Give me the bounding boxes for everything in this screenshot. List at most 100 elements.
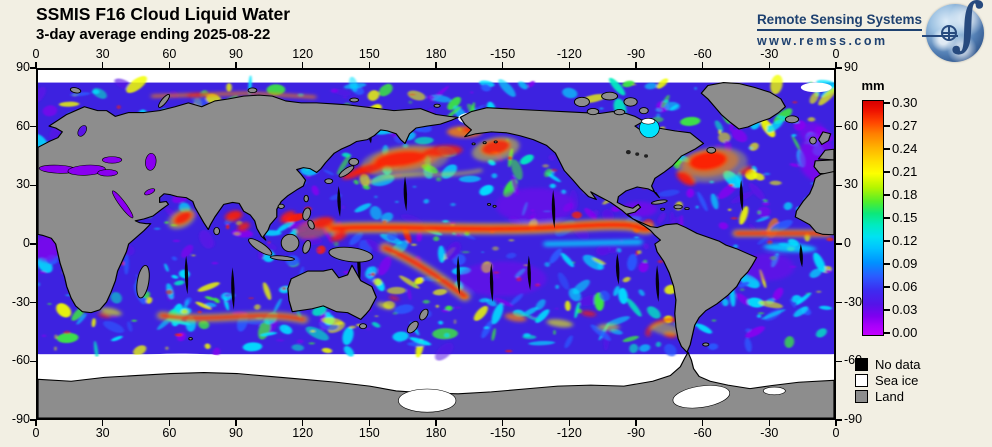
x-tick-label-bottom: 60 <box>162 426 177 440</box>
x-tick-top <box>368 62 371 68</box>
page-subtitle: 3-day average ending 2025-08-22 <box>36 26 271 43</box>
x-tick-bottom <box>501 420 504 426</box>
y-tick-right <box>836 360 842 363</box>
colorbar-units-label: mm <box>861 78 885 93</box>
colorbar <box>862 100 884 336</box>
y-tick-label-right: 0 <box>844 236 851 250</box>
y-tick-right <box>836 243 842 245</box>
y-tick-label-left: 60 <box>16 118 30 133</box>
x-tick-bottom <box>301 420 304 426</box>
y-tick-left <box>30 243 36 245</box>
x-tick-label-top: -90 <box>626 47 646 61</box>
integral-icon: ∫ <box>951 0 985 58</box>
map-legend: No data Sea ice Land <box>855 356 921 404</box>
x-tick-label-bottom: 0 <box>32 426 40 440</box>
legend-swatch-icon <box>855 357 868 371</box>
colorbar-tick-label: 0.03 <box>892 302 918 317</box>
map-frame <box>36 68 836 420</box>
x-tick-label-top: 180 <box>425 47 447 61</box>
earth-globe-logo-icon: ∫ <box>926 0 985 62</box>
x-tick-bottom <box>35 420 37 426</box>
colorbar-tick-label: 0.09 <box>892 256 918 271</box>
x-tick-bottom <box>635 420 637 426</box>
colorbar-tick <box>884 332 890 334</box>
x-tick-label-bottom: 0 <box>832 426 840 440</box>
legend-swatch-icon <box>855 389 868 403</box>
x-tick-label-top: 120 <box>292 47 314 61</box>
colorbar-tick <box>884 148 890 150</box>
x-tick-label-bottom: -150 <box>490 426 516 440</box>
colorbar-tick-label: 0.00 <box>892 325 918 340</box>
x-tick-top <box>101 62 104 68</box>
colorbar-tick <box>884 125 890 127</box>
y-tick-right <box>836 125 842 128</box>
x-tick-top <box>835 62 837 68</box>
legend-label: Land <box>875 388 904 404</box>
x-tick-bottom <box>435 420 437 426</box>
x-tick-label-top: 0 <box>832 47 840 61</box>
x-tick-label-bottom: -90 <box>626 426 646 440</box>
colorbar-tick-label: 0.15 <box>892 210 918 225</box>
x-tick-bottom <box>368 420 371 426</box>
x-tick-top <box>701 62 704 68</box>
x-tick-top <box>635 62 637 68</box>
y-tick-label-left: -30 <box>11 294 30 309</box>
x-tick-top <box>568 62 571 68</box>
y-tick-left <box>30 125 36 128</box>
x-tick-top <box>35 62 37 68</box>
legend-row: Sea ice <box>855 372 921 388</box>
colorbar-tick-label: 0.12 <box>892 233 918 248</box>
colorbar-tick <box>884 194 890 196</box>
x-tick-top <box>301 62 304 68</box>
x-tick-label-bottom: -30 <box>760 426 779 440</box>
colorbar-tick <box>884 286 890 288</box>
x-tick-top <box>768 62 771 68</box>
x-tick-label-bottom: 150 <box>358 426 380 440</box>
x-tick-label-top: -60 <box>693 47 712 61</box>
colorbar-tick-label: 0.24 <box>892 141 918 156</box>
y-tick-right <box>836 184 842 187</box>
x-tick-label-bottom: 120 <box>292 426 314 440</box>
y-tick-left <box>30 301 36 304</box>
x-tick-top <box>168 62 171 68</box>
colorbar-tick-label: 0.18 <box>892 187 918 202</box>
colorbar-tick-label: 0.30 <box>892 95 918 110</box>
x-tick-label-bottom: -60 <box>693 426 712 440</box>
logo-website-link[interactable]: www.remss.com <box>756 34 888 48</box>
x-tick-label-top: -120 <box>556 47 582 61</box>
colorbar-tick-label: 0.06 <box>892 279 918 294</box>
x-tick-top <box>501 62 504 68</box>
x-tick-bottom <box>568 420 571 426</box>
y-tick-label-right: 30 <box>844 177 858 192</box>
y-tick-label-left: 30 <box>16 177 30 192</box>
page-title: SSMIS F16 Cloud Liquid Water <box>36 4 291 24</box>
legend-row: Land <box>855 388 921 404</box>
y-tick-right <box>836 301 842 304</box>
y-tick-label-right: -30 <box>844 294 863 309</box>
remss-logo: Remote Sensing Systems www.remss.com ∫ <box>756 0 988 66</box>
legend-swatch-icon <box>855 373 868 387</box>
colorbar-tick <box>884 171 890 173</box>
y-tick-label-right: -90 <box>844 412 863 426</box>
y-tick-left <box>30 360 36 363</box>
world-cloud-liquid-water-map <box>38 70 834 418</box>
x-tick-label-top: -30 <box>760 47 779 61</box>
x-tick-label-bottom: -120 <box>556 426 582 440</box>
y-tick-label-left: 90 <box>16 60 30 74</box>
x-tick-label-top: 150 <box>358 47 380 61</box>
colorbar-tick <box>884 309 890 311</box>
x-tick-bottom <box>835 420 837 426</box>
x-tick-label-bottom: 90 <box>229 426 243 440</box>
y-tick-label-left: -90 <box>11 412 30 426</box>
colorbar-tick <box>884 263 890 265</box>
y-tick-label-right: 60 <box>844 118 858 133</box>
y-tick-label-left: -60 <box>11 353 30 368</box>
x-tick-label-top: -150 <box>490 47 516 61</box>
y-tick-left <box>30 184 36 187</box>
colorbar-tick <box>884 217 890 219</box>
colorbar-tick-label: 0.21 <box>892 164 918 179</box>
legend-label: No data <box>875 356 921 372</box>
x-tick-label-top: 60 <box>162 47 177 61</box>
x-tick-bottom <box>168 420 171 426</box>
x-tick-label-top: 0 <box>32 47 40 61</box>
